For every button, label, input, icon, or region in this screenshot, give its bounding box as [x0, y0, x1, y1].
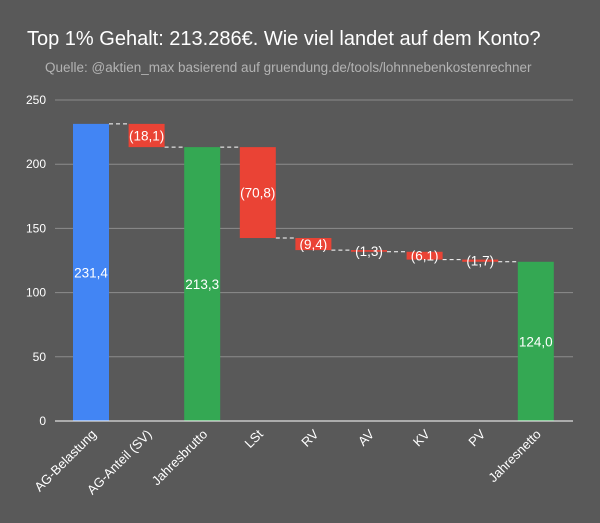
data-label: 213,3 — [185, 277, 219, 292]
chart-title: Top 1% Gehalt: 213.286€. Wie viel landet… — [27, 28, 541, 50]
bar-pv — [462, 259, 499, 262]
data-label: (18,1) — [129, 129, 164, 144]
bar-av — [351, 250, 387, 252]
y-tick-label: 200 — [26, 157, 46, 171]
x-tick-label: LSt — [242, 426, 267, 451]
y-tick-label: 100 — [26, 286, 46, 300]
data-label: (9,4) — [300, 237, 328, 252]
x-tick-label: AV — [355, 426, 377, 448]
bar-labels: 231,4 (18,1) 213,3 (70,8) (9,4) (1,3) (6,1) (1,… — [74, 129, 553, 350]
x-tick-label: KV — [410, 426, 433, 449]
data-label: (70,8) — [240, 186, 275, 201]
bars — [73, 123, 554, 422]
bar-jahresnetto — [517, 261, 554, 421]
bar-kv — [406, 251, 443, 260]
data-label: (1,3) — [355, 244, 383, 259]
x-tick-label: Jahresnetto — [485, 427, 544, 486]
bar-jahresbrutto — [184, 147, 221, 421]
bar-ag-belastung — [73, 123, 109, 422]
x-tick-label: PV — [465, 426, 488, 449]
gridlines — [55, 99, 573, 358]
y-axis-ticks: 0 50 100 150 200 250 — [26, 93, 46, 428]
x-tick-label: RV — [298, 426, 321, 449]
bar-lst — [239, 147, 276, 239]
data-label: 231,4 — [74, 265, 108, 280]
y-tick-label: 0 — [39, 414, 46, 428]
data-label: (1,7) — [466, 254, 494, 269]
connector-lines — [109, 123, 518, 263]
x-tick-label: Jahresbrutto — [149, 427, 211, 489]
bar-rv — [295, 238, 332, 251]
bar-ag-anteil-sv — [128, 123, 165, 148]
y-tick-label: 250 — [26, 93, 46, 107]
data-label: 124,0 — [519, 334, 553, 349]
chart-subtitle: Quelle: @aktien_max basierend auf gruend… — [45, 60, 532, 75]
y-tick-label: 150 — [26, 221, 46, 235]
y-tick-label: 50 — [33, 350, 47, 364]
data-label: (6,1) — [411, 249, 439, 264]
